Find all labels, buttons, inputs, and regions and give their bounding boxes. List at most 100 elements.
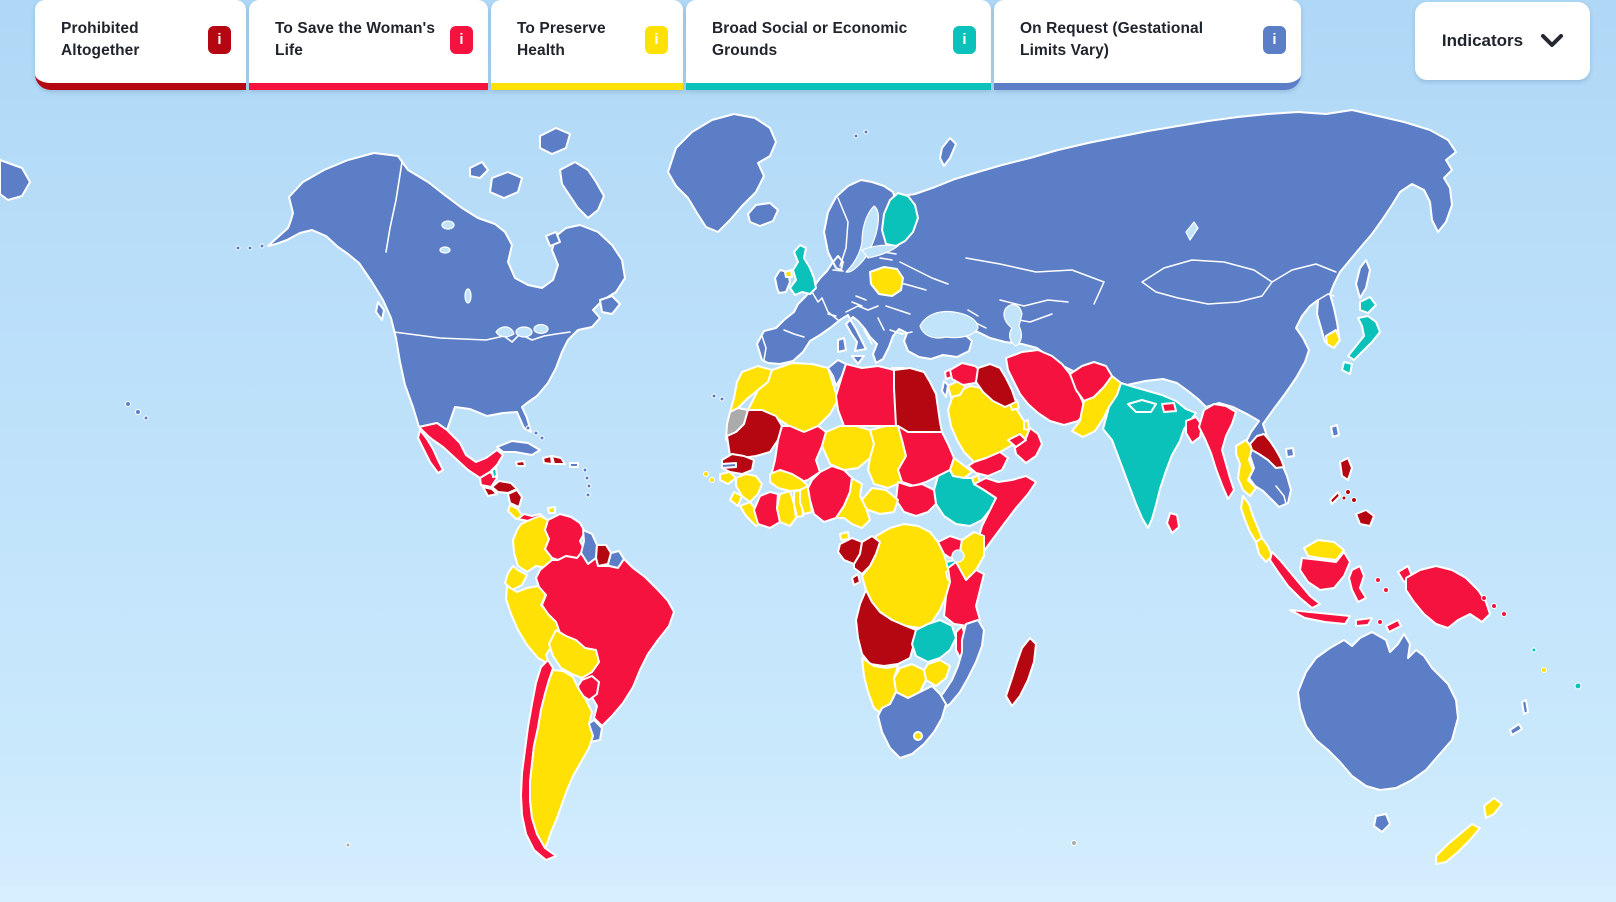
country-bolivia[interactable] <box>548 629 600 679</box>
country-jamaica[interactable] <box>515 460 526 467</box>
country-argentina[interactable] <box>529 669 594 849</box>
info-icon[interactable]: i <box>1263 25 1286 54</box>
legend-card-health[interactable]: To Preserve Health i <box>491 0 683 90</box>
country-cuba[interactable] <box>496 440 541 456</box>
legend-card-broad[interactable]: Broad Social or Economic Grounds i <box>686 0 991 90</box>
country-fiji[interactable] <box>1574 682 1582 690</box>
country-myanmar[interactable] <box>1198 403 1237 500</box>
country-cabinda[interactable] <box>851 573 861 586</box>
country-pakistan[interactable] <box>1071 375 1122 438</box>
info-icon[interactable]: i <box>645 25 668 54</box>
country-congo[interactable] <box>853 535 881 575</box>
country-philippines-mindanao[interactable] <box>1355 509 1375 527</box>
country-somalia[interactable] <box>973 475 1037 555</box>
country-finland[interactable] <box>881 192 919 247</box>
country-zimbabwe[interactable] <box>923 659 951 687</box>
legend-card-prohibited[interactable]: Prohibited Altogether i <box>35 0 246 90</box>
country-new-zealand-north[interactable] <box>1483 797 1503 819</box>
country-cape-verde[interactable] <box>703 471 715 483</box>
info-icon[interactable]: i <box>208 25 231 54</box>
country-philippines-palawan[interactable] <box>1329 491 1341 505</box>
country-samoa[interactable] <box>1541 667 1547 673</box>
country-united-kingdom[interactable] <box>789 244 817 296</box>
country-taiwan[interactable] <box>1330 424 1340 438</box>
country-japan-honshu[interactable] <box>1347 315 1381 361</box>
country-mexico-baja[interactable] <box>417 429 444 474</box>
country-new-caledonia[interactable] <box>1509 723 1523 736</box>
country-dominican-republic[interactable] <box>551 455 566 465</box>
country-japan-kyushu[interactable] <box>1341 361 1353 375</box>
country-vanuatu[interactable] <box>1521 699 1529 715</box>
country-indonesia-java[interactable] <box>1289 609 1351 625</box>
country-puerto-rico[interactable] <box>569 462 579 468</box>
country-philippines-luzon[interactable] <box>1339 457 1353 481</box>
country-indonesia-islands[interactable] <box>1375 577 1389 625</box>
country-thailand-peninsula[interactable] <box>1240 495 1263 543</box>
country-madagascar[interactable] <box>1005 637 1037 707</box>
country-nicaragua[interactable] <box>507 489 523 508</box>
country-indonesia-lesser-sunda[interactable] <box>1355 617 1373 627</box>
country-indonesia-sumatra[interactable] <box>1269 551 1321 609</box>
country-australia[interactable] <box>1297 631 1459 791</box>
country-haiti[interactable] <box>542 455 553 465</box>
info-icon[interactable]: i <box>450 25 473 54</box>
country-northern-ireland[interactable] <box>784 269 793 278</box>
country-ghana[interactable] <box>776 490 797 527</box>
country-libya[interactable] <box>835 363 899 427</box>
country-sri-lanka[interactable] <box>1166 512 1180 534</box>
country-senegal[interactable] <box>721 453 755 475</box>
north-america-landmass[interactable] <box>267 152 626 433</box>
country-angola[interactable] <box>855 589 917 667</box>
sakhalin-island[interactable] <box>1355 259 1371 299</box>
hainan-island[interactable] <box>1285 447 1295 458</box>
country-lesotho[interactable] <box>913 731 923 741</box>
country-qatar[interactable] <box>1023 419 1030 431</box>
country-bhutan[interactable] <box>1161 402 1177 413</box>
country-indonesia-sulawesi[interactable] <box>1348 565 1367 603</box>
country-laos[interactable] <box>1249 433 1285 469</box>
country-zambia[interactable] <box>911 619 957 663</box>
country-papua-new-guinea[interactable] <box>1405 565 1491 629</box>
country-venezuela[interactable] <box>544 513 586 561</box>
country-south-korea[interactable] <box>1325 329 1341 349</box>
country-new-zealand-south[interactable] <box>1435 823 1481 865</box>
country-cameroon[interactable] <box>835 477 871 529</box>
country-australia-tasmania[interactable] <box>1373 813 1391 833</box>
country-yemen[interactable] <box>967 451 1009 477</box>
indicators-dropdown[interactable]: Indicators <box>1415 2 1590 80</box>
info-icon[interactable]: i <box>953 25 976 54</box>
country-brazil[interactable] <box>535 552 675 727</box>
country-el-salvador[interactable] <box>482 486 498 497</box>
country-ecuador[interactable] <box>504 565 528 591</box>
country-india[interactable] <box>1102 382 1197 529</box>
country-cote-divoire[interactable] <box>753 491 781 529</box>
country-car[interactable] <box>859 487 899 515</box>
country-iceland[interactable] <box>747 202 779 227</box>
arctic-islands[interactable] <box>0 127 957 321</box>
country-south-africa[interactable] <box>877 685 947 759</box>
country-trinidad[interactable] <box>547 506 556 514</box>
country-japan-hokkaido[interactable] <box>1359 296 1377 314</box>
country-drc[interactable] <box>861 523 951 629</box>
country-israel[interactable] <box>941 380 949 398</box>
country-indonesia-kalimantan[interactable] <box>1299 551 1351 591</box>
country-malaysia-borneo[interactable] <box>1303 539 1345 561</box>
country-tanzania[interactable] <box>943 561 985 627</box>
country-south-sudan[interactable] <box>895 481 937 517</box>
country-indonesia-timor[interactable] <box>1385 619 1402 633</box>
country-philippines-visayas[interactable] <box>1341 489 1357 503</box>
country-nepal[interactable] <box>1127 399 1157 413</box>
country-solomon-islands[interactable] <box>1481 595 1507 617</box>
eurasia-landmass[interactable] <box>756 109 1457 508</box>
country-guinea-bissau[interactable] <box>719 471 737 485</box>
country-oman[interactable] <box>1013 427 1043 464</box>
country-gambia[interactable] <box>721 462 737 469</box>
country-niger[interactable] <box>821 425 875 471</box>
country-belize[interactable] <box>491 467 498 478</box>
country-sierra-leone[interactable] <box>729 491 743 507</box>
country-guinea[interactable] <box>735 473 763 503</box>
legend-card-on-request[interactable]: On Request (Gestational Limits Vary) i <box>994 0 1301 90</box>
legend-card-save-life[interactable]: To Save the Woman's Life i <box>249 0 488 90</box>
country-uae[interactable] <box>1007 433 1027 448</box>
